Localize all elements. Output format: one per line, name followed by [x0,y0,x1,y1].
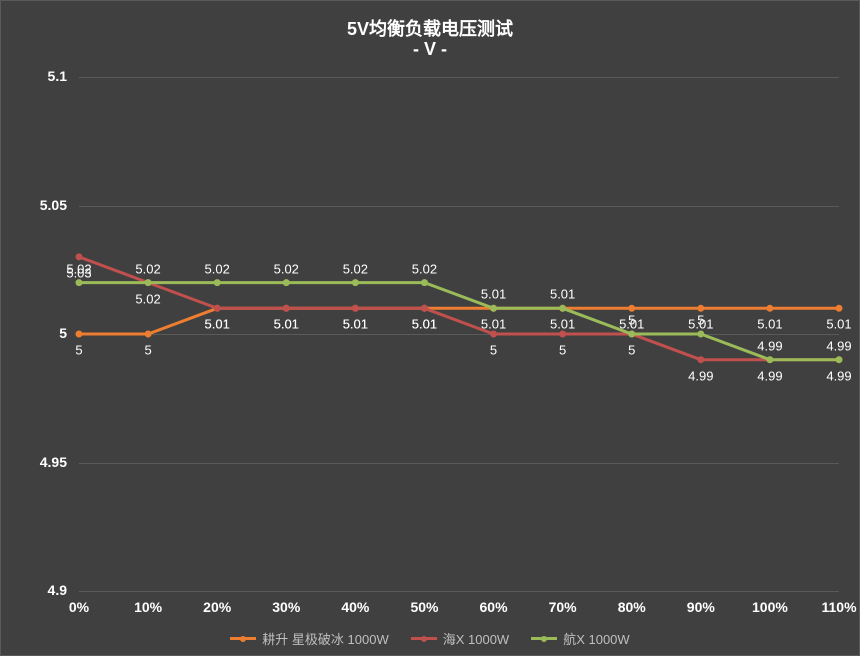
x-axis-label: 30% [272,599,300,615]
series-marker [76,253,83,260]
series-marker [836,305,843,312]
y-axis-label: 5.1 [48,68,67,84]
legend-label: 航X 1000W [563,629,629,648]
y-axis-label: 4.9 [48,582,67,598]
data-label: 5.02 [205,261,230,276]
legend-label: 耕升 星极破冰 1000W [262,629,388,648]
series-marker [214,305,221,312]
chart-title: 5V均衡负载电压测试 [1,15,859,41]
series-lines [79,77,839,591]
x-axis-label: 20% [203,599,231,615]
x-axis-label: 100% [752,599,788,615]
data-label: 5 [144,343,151,358]
gridline-h [79,591,839,592]
data-label: 5.01 [757,317,782,332]
y-axis-label: 4.95 [40,454,67,470]
legend-swatch [411,637,437,640]
series-marker [283,279,290,286]
data-label: 5 [559,343,566,358]
data-label: 5.02 [66,261,91,276]
plot-area: 5 5 5.01 5.01 5.01 5.01 5.01 5.01 5.01 5.01 5.01 5.… [79,77,839,591]
chart-subtitle: - V - [1,39,859,60]
series-marker [766,305,773,312]
data-label: 4.99 [757,338,782,353]
data-label: 5.02 [135,261,160,276]
data-label: 5.01 [343,317,368,332]
series-marker [490,305,497,312]
data-label: 5.01 [550,317,575,332]
series-marker [145,279,152,286]
y-axis-label: 5.05 [40,197,67,213]
x-axis-label: 110% [821,599,856,615]
data-label: 4.99 [688,368,713,383]
legend-item: 海X 1000W [411,629,509,648]
data-label: 5.02 [412,261,437,276]
data-label: 5.01 [481,287,506,302]
legend-item: 航X 1000W [531,629,629,648]
x-axis-label: 90% [687,599,715,615]
x-axis-label: 0% [69,599,89,615]
data-label: 4.99 [826,368,851,383]
series-marker [559,305,566,312]
x-axis-label: 10% [134,599,162,615]
data-label: 5.01 [550,287,575,302]
series-marker [421,305,428,312]
legend-label: 海X 1000W [443,629,509,648]
series-marker [76,331,83,338]
x-axis-label: 70% [549,599,577,615]
series-marker [628,305,635,312]
data-label: 5 [697,313,704,328]
data-label: 5.02 [135,291,160,306]
series-marker [214,279,221,286]
data-label: 5 [490,343,497,358]
data-label: 5.02 [343,261,368,276]
series-marker [283,305,290,312]
data-label: 5 [628,313,635,328]
data-label: 4.99 [826,338,851,353]
series-marker [697,356,704,363]
legend-swatch [531,637,557,640]
data-label: 5.01 [205,317,230,332]
series-marker [352,305,359,312]
x-axis-label: 40% [341,599,369,615]
data-label: 5.01 [274,317,299,332]
data-label: 5 [75,343,82,358]
data-label: 5.01 [412,317,437,332]
x-axis-label: 50% [410,599,438,615]
data-label: 5 [628,343,635,358]
data-label: 5.01 [481,317,506,332]
data-label: 5.01 [826,317,851,332]
legend-swatch [230,637,256,640]
series-marker [421,279,428,286]
legend: 耕升 星极破冰 1000W 海X 1000W 航X 1000W [1,629,859,648]
legend-item: 耕升 星极破冰 1000W [230,629,388,648]
data-label: 4.99 [757,368,782,383]
y-axis-label: 5 [59,325,67,341]
series-marker [352,279,359,286]
x-axis-label: 80% [618,599,646,615]
data-label: 5.02 [274,261,299,276]
series-marker [766,356,773,363]
series-marker [697,305,704,312]
series-marker [145,331,152,338]
series-marker [836,356,843,363]
x-axis-label: 60% [480,599,508,615]
chart-container: 5V均衡负载电压测试- V -555.015.015.015.015.015.0… [0,0,860,656]
